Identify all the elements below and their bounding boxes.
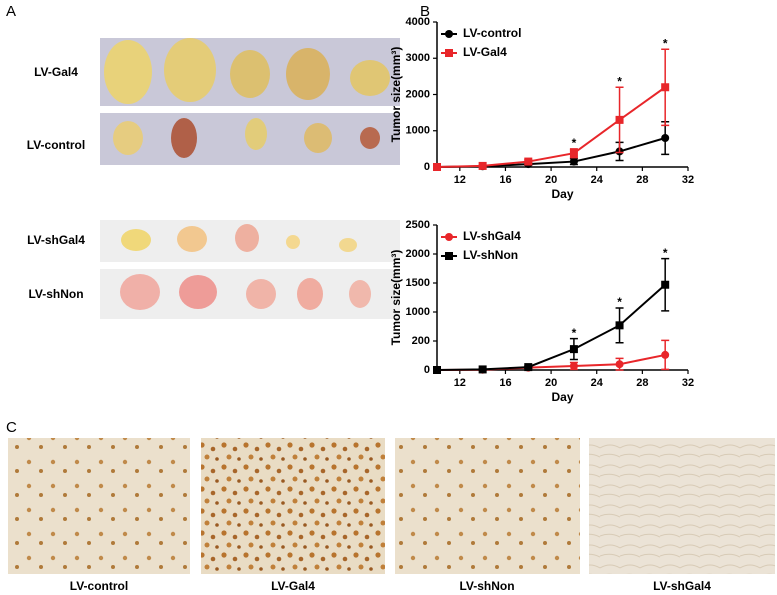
row-label: LV-shNon (28, 287, 83, 301)
marker (661, 350, 670, 359)
tumor (245, 118, 267, 150)
marker (478, 161, 487, 170)
x-tick-label: 24 (591, 377, 604, 389)
significance-mark: * (617, 74, 622, 88)
marker (433, 366, 441, 374)
ihc-images (8, 438, 775, 574)
marker (569, 345, 578, 354)
significance-mark: * (572, 136, 577, 150)
tumor (179, 275, 217, 309)
legend-marker (445, 49, 453, 57)
y-axis-label: Tumor size(mm³) (389, 250, 403, 346)
significance-mark: * (663, 246, 668, 260)
marker (661, 280, 670, 289)
significance-mark: * (663, 36, 668, 50)
marker (615, 360, 624, 369)
y-tick-label: 1000 (406, 306, 430, 318)
row-label: LV-Gal4 (34, 65, 78, 79)
y-tick-label: 2500 (406, 219, 430, 231)
tumor (104, 40, 152, 104)
tumor (120, 274, 160, 310)
tumor (349, 280, 371, 308)
image-caption: LV-shGal4 (653, 579, 711, 593)
x-tick-label: 28 (636, 377, 648, 389)
legend-marker (445, 233, 453, 241)
row-label: LV-control (27, 138, 85, 152)
legend-label: LV-shGal4 (463, 229, 521, 243)
x-tick-label: 12 (454, 377, 466, 389)
y-tick-label: 1000 (406, 125, 430, 137)
series-line (436, 137, 666, 168)
image-caption: LV-control (70, 579, 128, 593)
marker (569, 149, 578, 158)
y-tick-label: 0 (424, 161, 430, 173)
legend-marker (445, 30, 453, 38)
ihc-image (395, 438, 580, 574)
marker (524, 157, 533, 166)
x-tick-label: 28 (636, 174, 648, 186)
x-tick-label: 16 (499, 174, 511, 186)
x-tick-label: 12 (454, 174, 466, 186)
tumor-photos (100, 38, 400, 319)
tumor (113, 121, 143, 155)
y-axis-label: Tumor size(mm³) (389, 47, 403, 143)
legend-label: LV-shNon (463, 248, 518, 262)
ihc-image (589, 438, 775, 574)
tumor (121, 229, 151, 251)
x-tick-label: 24 (591, 174, 604, 186)
panel-label: B (420, 3, 430, 20)
marker (661, 83, 670, 92)
legend-label: LV-Gal4 (463, 45, 507, 59)
panel-label: C (6, 419, 17, 436)
tumor (339, 238, 357, 252)
row-label: LV-shGal4 (27, 233, 85, 247)
y-tick-label: 200 (412, 335, 430, 347)
y-tick-label: 4000 (406, 16, 430, 28)
legend-label: LV-control (463, 26, 521, 40)
x-axis-label: Day (551, 390, 573, 404)
marker (615, 321, 624, 330)
tumor (286, 48, 330, 100)
series-line (436, 283, 666, 371)
x-axis-label: Day (551, 187, 573, 201)
x-tick-label: 16 (499, 377, 511, 389)
x-tick-label: 32 (682, 174, 694, 186)
series-line (436, 86, 666, 168)
y-tick-label: 2000 (406, 88, 430, 100)
legend-marker (445, 252, 453, 260)
significance-mark: * (572, 326, 577, 340)
tumor (304, 123, 332, 153)
panel-label: A (6, 3, 16, 20)
x-tick-label: 20 (545, 174, 557, 186)
tumor (246, 279, 276, 309)
tumor (171, 118, 197, 158)
marker (433, 163, 441, 171)
image-caption: LV-Gal4 (271, 579, 315, 593)
tumor (360, 127, 380, 149)
tumor (235, 224, 259, 252)
x-tick-label: 20 (545, 377, 557, 389)
tumor (350, 60, 390, 96)
marker (478, 365, 487, 374)
marker (569, 157, 578, 166)
image-caption: LV-shNon (459, 579, 514, 593)
significance-mark: * (617, 295, 622, 309)
y-tick-label: 0 (424, 364, 430, 376)
x-tick-label: 32 (682, 377, 694, 389)
marker (569, 361, 578, 370)
y-tick-label: 2000 (406, 248, 430, 260)
ihc-image (201, 438, 385, 574)
marker (615, 115, 624, 124)
y-tick-label: 3000 (406, 52, 430, 64)
tumor (286, 235, 300, 249)
marker (661, 134, 670, 142)
marker (524, 363, 533, 372)
ihc-image (8, 438, 190, 574)
tumor (164, 38, 216, 102)
tumor (297, 278, 323, 310)
tumor (177, 226, 207, 252)
tumor (230, 50, 270, 98)
y-tick-label: 1500 (406, 277, 430, 289)
